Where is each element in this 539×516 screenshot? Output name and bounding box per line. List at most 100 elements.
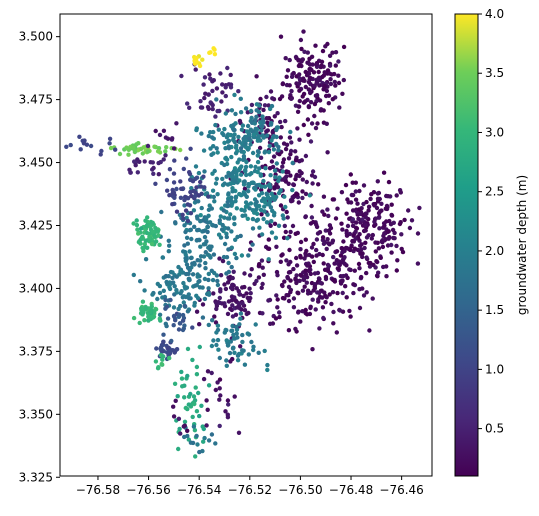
scatter-point bbox=[153, 359, 159, 364]
scatter-point bbox=[163, 153, 168, 158]
scatter-point bbox=[211, 223, 216, 228]
scatter-point bbox=[264, 220, 270, 225]
scatter-point bbox=[176, 327, 182, 332]
scatter-point bbox=[271, 147, 277, 152]
scatter-point bbox=[293, 276, 298, 281]
scatter-point bbox=[236, 89, 241, 94]
scatter-point bbox=[196, 199, 201, 204]
scatter-point bbox=[226, 226, 231, 231]
scatter-point bbox=[182, 434, 187, 440]
scatter-point bbox=[214, 303, 220, 309]
x-tick-label: −76.48 bbox=[329, 483, 373, 497]
scatter-point bbox=[260, 311, 265, 316]
scatter-point bbox=[244, 291, 249, 296]
scatter-point bbox=[107, 141, 112, 146]
scatter-point bbox=[286, 156, 292, 161]
scatter-point bbox=[278, 34, 284, 39]
scatter-point bbox=[236, 430, 242, 435]
scatter-point bbox=[274, 134, 279, 140]
scatter-point bbox=[320, 252, 325, 258]
scatter-point bbox=[328, 77, 333, 82]
scatter-point bbox=[209, 152, 214, 157]
scatter-point bbox=[308, 304, 313, 309]
scatter-point bbox=[362, 245, 367, 251]
scatter-point bbox=[250, 226, 256, 231]
scatter-point bbox=[214, 146, 219, 151]
scatter-point bbox=[279, 94, 285, 99]
scatter-point bbox=[287, 83, 292, 88]
scatter-point bbox=[143, 238, 148, 243]
scatter-point bbox=[304, 179, 309, 185]
scatter-point bbox=[213, 320, 219, 325]
scatter-point bbox=[242, 271, 247, 276]
scatter-point bbox=[233, 151, 239, 156]
scatter-point bbox=[243, 200, 249, 205]
scatter-point bbox=[260, 133, 265, 138]
scatter-point bbox=[325, 237, 330, 242]
scatter-point bbox=[339, 246, 344, 251]
scatter-point bbox=[280, 164, 285, 169]
scatter-point bbox=[310, 347, 315, 352]
scatter-point bbox=[192, 262, 197, 267]
scatter-point bbox=[113, 147, 118, 152]
scatter-point bbox=[284, 74, 289, 80]
scatter-point bbox=[348, 314, 353, 319]
scatter-point bbox=[294, 263, 300, 268]
scatter-point bbox=[309, 215, 315, 220]
scatter-point bbox=[329, 72, 334, 77]
y-tick-label: 3.425 bbox=[19, 218, 53, 232]
scatter-point bbox=[172, 350, 177, 355]
scatter-point bbox=[342, 255, 347, 260]
scatter-point bbox=[148, 223, 153, 229]
scatter-point bbox=[243, 141, 248, 146]
scatter-point bbox=[288, 148, 294, 154]
scatter-point bbox=[233, 194, 239, 199]
scatter-point bbox=[218, 287, 223, 292]
scatter-point bbox=[269, 230, 275, 235]
scatter-point bbox=[132, 159, 137, 164]
scatter-point bbox=[340, 278, 345, 283]
scatter-point bbox=[290, 187, 295, 193]
scatter-point bbox=[136, 231, 141, 236]
scatter-point bbox=[330, 197, 335, 202]
scatter-point bbox=[254, 199, 259, 205]
scatter-point bbox=[223, 85, 228, 90]
scatter-point bbox=[379, 239, 384, 244]
scatter-point bbox=[342, 261, 347, 266]
scatter-point bbox=[228, 359, 233, 364]
scatter-point bbox=[279, 124, 284, 130]
scatter-point bbox=[223, 286, 229, 292]
scatter-point bbox=[239, 207, 244, 212]
scatter-point bbox=[156, 365, 161, 370]
scatter-point bbox=[356, 261, 362, 267]
scatter-point bbox=[203, 250, 208, 255]
scatter-point bbox=[174, 186, 179, 192]
scatter-point bbox=[198, 179, 203, 185]
scatter-point bbox=[177, 312, 182, 317]
scatter-point bbox=[245, 216, 250, 221]
scatter-point bbox=[397, 221, 403, 227]
colorbar-tick-label: 2.0 bbox=[485, 244, 504, 258]
scatter-point bbox=[228, 72, 233, 78]
scatter-point bbox=[264, 191, 269, 196]
scatter-point bbox=[250, 242, 255, 247]
scatter-point bbox=[208, 76, 213, 81]
scatter-point bbox=[320, 48, 326, 54]
scatter-point bbox=[240, 301, 245, 306]
scatter-point bbox=[262, 204, 267, 209]
scatter-point bbox=[324, 295, 329, 300]
scatter-point bbox=[327, 292, 332, 297]
x-tick-label: −76.52 bbox=[228, 483, 272, 497]
scatter-point bbox=[256, 150, 261, 155]
scatter-point bbox=[331, 277, 336, 283]
y-axis: 3.325 3.350 3.375 3.400 3.425 3.450 3.475 3.500 bbox=[19, 30, 60, 484]
scatter-point bbox=[309, 54, 315, 59]
scatter-point bbox=[179, 369, 184, 375]
scatter-point bbox=[242, 186, 248, 191]
scatter-point bbox=[306, 268, 312, 274]
scatter-point bbox=[190, 414, 195, 420]
scatter-point bbox=[209, 343, 215, 349]
scatter-point bbox=[224, 363, 229, 368]
scatter-point bbox=[233, 111, 238, 117]
scatter-point bbox=[284, 293, 289, 298]
